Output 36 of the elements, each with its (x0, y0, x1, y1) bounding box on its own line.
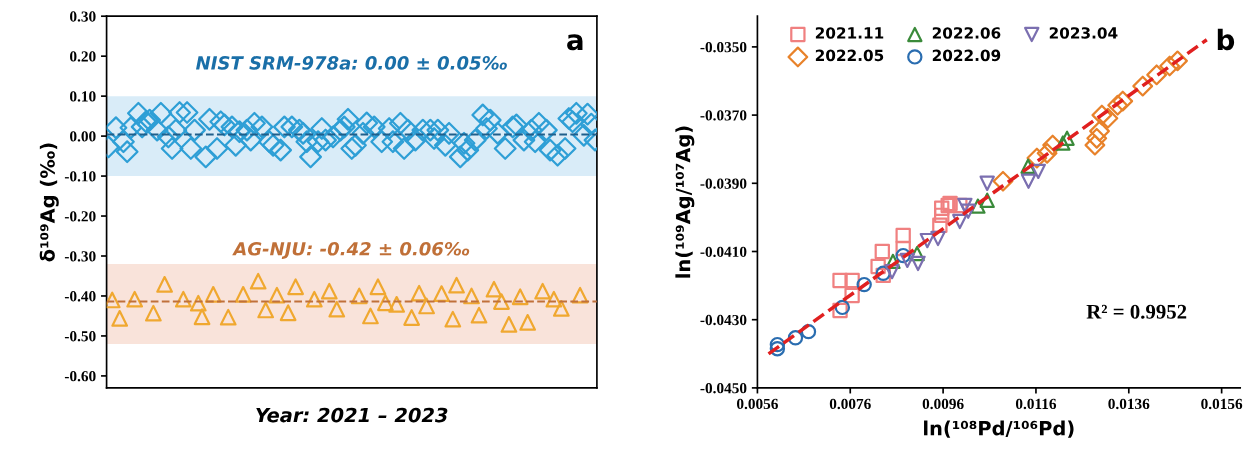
y-tick-label: 0.00 (70, 131, 96, 142)
legend-label: 2023.04 (1049, 27, 1118, 39)
y-tick-label: -0.0350 (700, 42, 747, 53)
legend-label: 2022.06 (932, 27, 1001, 39)
legend-label: 2022.09 (932, 49, 1001, 62)
x-axis-title: Year: 2021 – 2023 (256, 407, 448, 423)
annotation: AG-NJU: -0.42 ± 0.06‰ (232, 241, 470, 259)
y-axis-title: ln(¹⁰⁹Ag/¹⁰⁷Ag) (675, 126, 695, 278)
y-tick-label: -0.0410 (700, 246, 747, 258)
y-tick-label: -0.0370 (700, 110, 747, 121)
x-tick-label: 0.0096 (922, 398, 964, 410)
y-tick-label: 0.20 (70, 51, 96, 62)
y-tick-label: -0.0430 (700, 314, 747, 326)
y-tick-label: -0.30 (64, 251, 96, 262)
y-axis-title: δ¹⁰⁹Ag (‰) (39, 143, 59, 262)
annotation: NIST SRM-978a: 0.00 ± 0.05‰ (196, 56, 507, 70)
annotation: R² = 0.9952 (1086, 304, 1187, 319)
x-axis-title: ln(¹⁰⁸Pd/¹⁰⁶Pd) (924, 420, 1074, 438)
y-tick-label: -0.0390 (700, 178, 747, 189)
x-tick-label: 0.0136 (1108, 398, 1150, 410)
x-tick-label: 0.0156 (1201, 398, 1243, 410)
y-tick-label: 0.30 (70, 11, 96, 22)
y-tick-label: -0.50 (64, 331, 96, 342)
y-tick-label: -0.40 (64, 291, 96, 302)
legend-label: 2022.05 (815, 49, 884, 62)
y-tick-label: -0.20 (64, 211, 96, 222)
y-tick-label: -0.0450 (700, 383, 747, 394)
annotation: b (1217, 28, 1235, 51)
annotation: a (567, 34, 583, 51)
x-tick-label: 0.0116 (1015, 398, 1057, 410)
y-tick-label: -0.10 (64, 171, 96, 182)
x-tick-label: 0.0056 (736, 398, 778, 410)
y-tick-label: 0.10 (70, 91, 96, 102)
x-tick-label: 0.0076 (829, 398, 871, 410)
legend-label: 2021.11 (815, 27, 884, 39)
y-tick-label: -0.60 (64, 371, 96, 382)
